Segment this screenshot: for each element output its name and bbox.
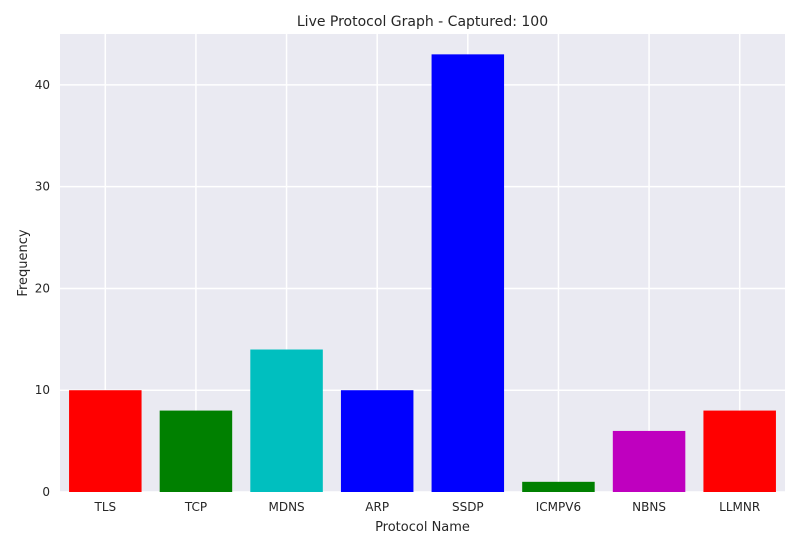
bar-arp <box>340 390 414 492</box>
x-tick-label-arp: ARP <box>365 500 389 514</box>
y-tick-label: 30 <box>35 180 50 194</box>
y-axis-label: Frequency <box>16 229 31 296</box>
bar-tcp <box>159 410 233 492</box>
chart-title: Live Protocol Graph - Captured: 100 <box>297 14 548 30</box>
x-tick-label-tcp: TCP <box>184 500 207 514</box>
y-tick-label: 10 <box>35 383 50 397</box>
y-tick-label: 40 <box>35 78 50 92</box>
x-tick-label-llmnr: LLMNR <box>719 500 760 514</box>
x-tick-label-mdns: MDNS <box>268 500 304 514</box>
x-tick-label-ssdp: SSDP <box>452 500 484 514</box>
bar-ssdp <box>431 54 505 492</box>
x-tick-labels: TLS TCP MDNS ARP SSDP ICMPV6 NBNS LLMNR <box>93 500 760 514</box>
bar-icmpv6 <box>522 481 595 492</box>
bar-tls <box>69 390 142 492</box>
y-tick-labels: 0 10 20 30 40 <box>35 78 50 499</box>
bars <box>69 54 776 492</box>
x-tick-label-tls: TLS <box>93 500 116 514</box>
y-tick-label: 0 <box>42 485 50 499</box>
x-tick-label-nbns: NBNS <box>632 500 666 514</box>
bar-nbns <box>612 430 686 492</box>
x-axis-label: Protocol Name <box>375 520 470 535</box>
bar-mdns <box>250 349 323 492</box>
y-tick-label: 20 <box>35 281 50 295</box>
x-tick-label-icmpv6: ICMPV6 <box>536 500 581 514</box>
bar-llmnr <box>703 410 776 492</box>
